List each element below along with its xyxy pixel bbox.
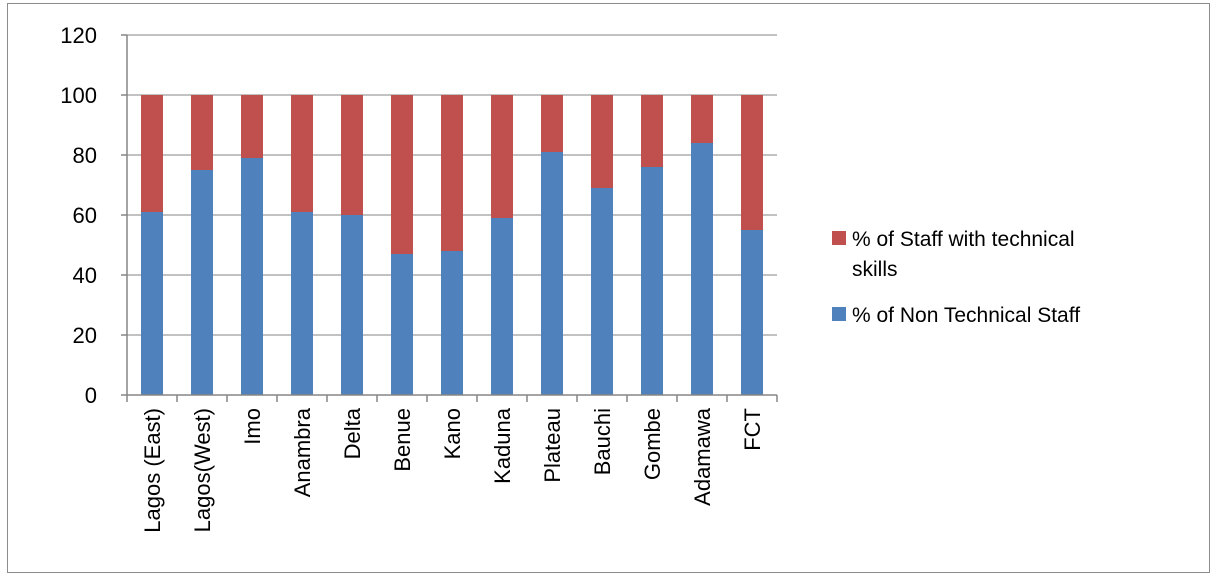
x-tick-label: FCT — [740, 408, 765, 451]
bar-technical-0 — [141, 95, 163, 212]
x-tick-label: Gombe — [640, 408, 665, 480]
bar-non-technical-10 — [641, 167, 663, 395]
legend-label: % of Staff with technical — [852, 228, 1075, 251]
axes — [121, 34, 778, 402]
bar-technical-6 — [441, 95, 463, 251]
bar-non-technical-5 — [391, 254, 413, 395]
bar-technical-3 — [291, 95, 313, 212]
x-tick-label: Kano — [440, 408, 465, 459]
x-tick-label: Anambra — [290, 407, 315, 497]
y-tick-label: 100 — [60, 83, 97, 108]
bar-non-technical-11 — [691, 143, 713, 395]
y-tick-labels: 0 20 40 60 80 100 120 — [60, 23, 97, 408]
y-tick-label: 80 — [73, 143, 97, 168]
bar-technical-5 — [391, 95, 413, 254]
x-tick-label: Benue — [390, 408, 415, 472]
bar-non-technical-7 — [491, 218, 513, 395]
y-tick-label: 0 — [85, 383, 97, 408]
bar-technical-8 — [541, 95, 563, 152]
legend-label: % of Non Technical Staff — [852, 304, 1080, 327]
bar-technical-7 — [491, 95, 513, 218]
x-tick-label: Imo — [240, 408, 265, 445]
x-tick-label: Plateau — [540, 408, 565, 483]
x-tick-label: Bauchi — [590, 408, 615, 475]
x-tick-label: Adamawa — [690, 407, 715, 506]
legend: % of Staff with technical skills % of Non … — [832, 228, 1080, 327]
bar-non-technical-3 — [291, 212, 313, 395]
bar-non-technical-6 — [441, 251, 463, 395]
y-tick-label: 20 — [73, 323, 97, 348]
legend-swatch — [832, 307, 846, 321]
y-tick-label: 40 — [73, 263, 97, 288]
bar-non-technical-1 — [191, 170, 213, 395]
bar-technical-9 — [591, 95, 613, 188]
bar-non-technical-0 — [141, 212, 163, 395]
x-tick-labels: Lagos (East) Lagos(West) Imo Anambra Delta Be… — [140, 407, 765, 532]
y-tick-label: 60 — [73, 203, 97, 228]
bar-technical-1 — [191, 95, 213, 170]
bar-non-technical-9 — [591, 188, 613, 395]
x-tick-label: Kaduna — [490, 407, 515, 484]
bar-non-technical-12 — [741, 230, 763, 395]
y-tick-label: 120 — [60, 23, 97, 48]
bar-non-technical-2 — [241, 158, 263, 395]
bar-technical-10 — [641, 95, 663, 167]
x-tick-label: Lagos(West) — [190, 408, 215, 532]
bar-technical-11 — [691, 95, 713, 143]
bars — [141, 95, 763, 395]
bar-technical-4 — [341, 95, 363, 215]
bar-technical-12 — [741, 95, 763, 230]
x-tick-label: Delta — [340, 407, 365, 459]
legend-label: skills — [852, 258, 898, 281]
bar-non-technical-8 — [541, 152, 563, 395]
bar-technical-2 — [241, 95, 263, 158]
x-tick-label: Lagos (East) — [140, 408, 165, 533]
legend-swatch — [832, 231, 846, 245]
bar-non-technical-4 — [341, 215, 363, 395]
